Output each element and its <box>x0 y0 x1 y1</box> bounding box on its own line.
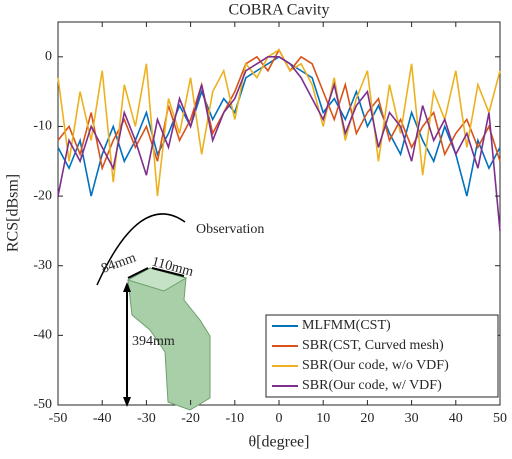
y-tick-label: -30 <box>33 258 52 273</box>
annotation: Observation <box>196 222 264 237</box>
cavity-opening <box>126 267 188 292</box>
observation-arc <box>96 213 186 286</box>
x-tick-label: 20 <box>360 411 374 426</box>
x-tick-label: -20 <box>181 411 200 426</box>
arrow-head <box>123 282 131 292</box>
y-tick-label: -10 <box>33 119 52 134</box>
x-tick-label: -30 <box>137 411 156 426</box>
x-tick-label: -10 <box>225 411 244 426</box>
x-tick-label: -50 <box>49 411 68 426</box>
x-axis-label: θ[degree] <box>249 434 310 451</box>
dimension-arrow <box>151 267 185 277</box>
series-line <box>57 56 501 231</box>
x-tick-label: 0 <box>276 411 283 426</box>
x-tick-label: 40 <box>449 411 463 426</box>
annotation: 394mm <box>132 334 175 349</box>
y-axis-label: RCS[dBsm] <box>5 174 22 252</box>
legend-label: SBR(Our code, w/ VDF) <box>302 378 442 393</box>
legend-label: SBR(CST, Curved mesh) <box>302 338 444 353</box>
dimension-arrow <box>127 267 149 279</box>
x-tick-label: 50 <box>493 411 507 426</box>
y-tick-label: 0 <box>45 49 52 64</box>
legend-label: SBR(Our code, w/o VDF) <box>302 358 449 373</box>
chart-title: COBRA Cavity <box>229 2 330 19</box>
y-tick-label: -40 <box>33 328 52 343</box>
x-tick-label: 10 <box>316 411 330 426</box>
legend-label: MLFMM(CST) <box>302 318 391 333</box>
y-tick-label: -50 <box>33 397 52 412</box>
y-tick-label: -20 <box>33 188 52 203</box>
x-tick-label: 30 <box>405 411 419 426</box>
legend-box <box>265 314 499 398</box>
arrow-head <box>123 397 131 407</box>
series-line <box>57 48 501 197</box>
x-tick-label: -40 <box>93 411 112 426</box>
